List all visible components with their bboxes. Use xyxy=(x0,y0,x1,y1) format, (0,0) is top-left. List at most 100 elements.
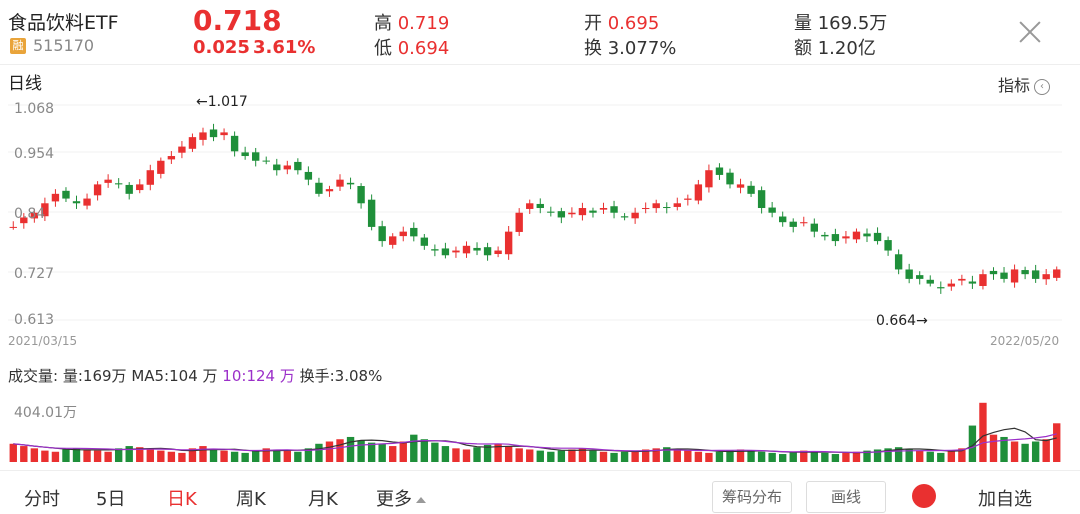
tab-5day[interactable]: 5日 xyxy=(96,489,126,510)
candlestick-chart[interactable] xyxy=(0,95,1080,335)
volume-bar xyxy=(536,450,544,462)
candle-body xyxy=(209,129,218,138)
chip-distribution-button[interactable]: 筹码分布 xyxy=(712,481,792,513)
candle-body xyxy=(979,274,987,286)
volume-bar xyxy=(146,449,154,462)
candle-body xyxy=(557,211,566,218)
indicator-button[interactable]: 指标 ‹ xyxy=(998,72,1050,96)
tab-weekly-k[interactable]: 周K xyxy=(236,489,266,510)
volume-bar xyxy=(652,448,660,462)
turnover-stat: 换 3.077% xyxy=(584,34,676,60)
candle-body xyxy=(578,208,587,216)
volume-bar xyxy=(241,452,249,462)
amount-stat: 额 1.20亿 xyxy=(794,34,876,60)
volume-bar xyxy=(83,449,91,462)
candle-body xyxy=(599,208,608,210)
volume-bar xyxy=(757,451,766,462)
candle-body xyxy=(705,170,713,188)
candle-body xyxy=(547,211,555,213)
candle-body xyxy=(947,283,956,287)
volume-bar xyxy=(367,442,376,462)
volume-bar xyxy=(663,447,671,462)
volume-bar xyxy=(673,449,681,462)
volume-bar xyxy=(389,446,397,462)
candle-body xyxy=(589,210,597,213)
volume-header-label: 成交量: xyxy=(8,367,59,385)
low-value: 0.694 xyxy=(397,38,450,59)
candle-body xyxy=(747,185,755,194)
price-change-pct: 3.61% xyxy=(253,37,316,58)
volume-bar xyxy=(1031,441,1040,462)
volume-bar xyxy=(747,450,755,462)
candle-body xyxy=(494,250,502,255)
volume-bar xyxy=(167,451,176,462)
candle-body xyxy=(641,208,650,210)
volume-bar xyxy=(926,451,934,462)
volume-bar xyxy=(779,454,787,462)
volume-bar xyxy=(294,451,302,462)
candle-body xyxy=(441,248,450,256)
volume-bar xyxy=(20,446,28,462)
candle-body xyxy=(568,212,576,215)
candle-body xyxy=(736,184,745,188)
tab-daily-k[interactable]: 日K xyxy=(167,489,197,510)
candle-body xyxy=(1021,270,1029,275)
volume-label: 量 xyxy=(794,13,812,34)
tab-more[interactable]: 更多 xyxy=(376,485,426,511)
volume-bar xyxy=(41,450,49,462)
candle-body xyxy=(30,212,39,219)
candle-body xyxy=(62,190,70,199)
volume-chart[interactable] xyxy=(0,362,1080,466)
volume-bar xyxy=(526,449,534,462)
high-stat: 高 0.719 xyxy=(374,9,449,35)
volume-bar xyxy=(209,449,218,462)
candle-body xyxy=(483,247,492,256)
volume-bar xyxy=(789,451,797,462)
volume-bar xyxy=(894,447,903,462)
candle-body xyxy=(821,234,829,237)
candle-body xyxy=(1010,269,1019,283)
volume-bar xyxy=(273,449,281,462)
volume-bar xyxy=(494,443,502,462)
volume-bar xyxy=(230,451,239,462)
draw-line-button[interactable]: 画线 xyxy=(806,481,886,513)
indicator-label: 指标 xyxy=(997,76,1030,95)
volume-bars-layer xyxy=(9,402,1061,462)
volume-bar xyxy=(220,450,228,462)
record-dot-icon[interactable] xyxy=(912,484,936,508)
volume-bar xyxy=(515,448,523,462)
candle-body xyxy=(283,165,291,170)
volume-bar xyxy=(736,449,745,462)
volume-bar xyxy=(462,449,471,462)
high-value: 0.719 xyxy=(397,13,450,34)
volume-y-tick: 404.01万 xyxy=(14,405,77,421)
candle-body xyxy=(431,249,439,251)
volume-bar xyxy=(420,439,429,462)
tab-intraday[interactable]: 分时 xyxy=(24,489,60,510)
volume-bar xyxy=(726,450,734,462)
candle-body xyxy=(958,278,966,281)
close-icon[interactable] xyxy=(1016,18,1044,46)
candle-body xyxy=(515,212,523,232)
candle-body xyxy=(136,184,144,191)
volume-bar xyxy=(620,451,629,462)
volume-today: 量:169万 xyxy=(62,367,127,385)
volume-bar xyxy=(304,448,313,462)
volume-bar xyxy=(1000,436,1008,462)
tab-monthly-k[interactable]: 月K xyxy=(308,489,338,510)
volume-bar xyxy=(473,447,481,462)
volume-bar xyxy=(800,450,808,462)
candle-body xyxy=(694,184,703,201)
open-stat: 开 0.695 xyxy=(584,9,659,35)
volume-bar xyxy=(610,452,618,462)
volume-bar xyxy=(336,439,344,462)
volume-bar xyxy=(252,450,260,462)
candle-body xyxy=(262,160,270,162)
add-watchlist-button[interactable]: 加自选 xyxy=(978,489,1032,510)
volume-bar xyxy=(968,425,977,462)
candle-body xyxy=(420,237,429,246)
volume-bar xyxy=(136,447,144,462)
volume-bar xyxy=(958,448,966,462)
volume-header: 成交量: 量:169万 MA5:104 万 10:124 万 换手:3.08% xyxy=(8,365,382,386)
volume-bar xyxy=(30,448,39,462)
